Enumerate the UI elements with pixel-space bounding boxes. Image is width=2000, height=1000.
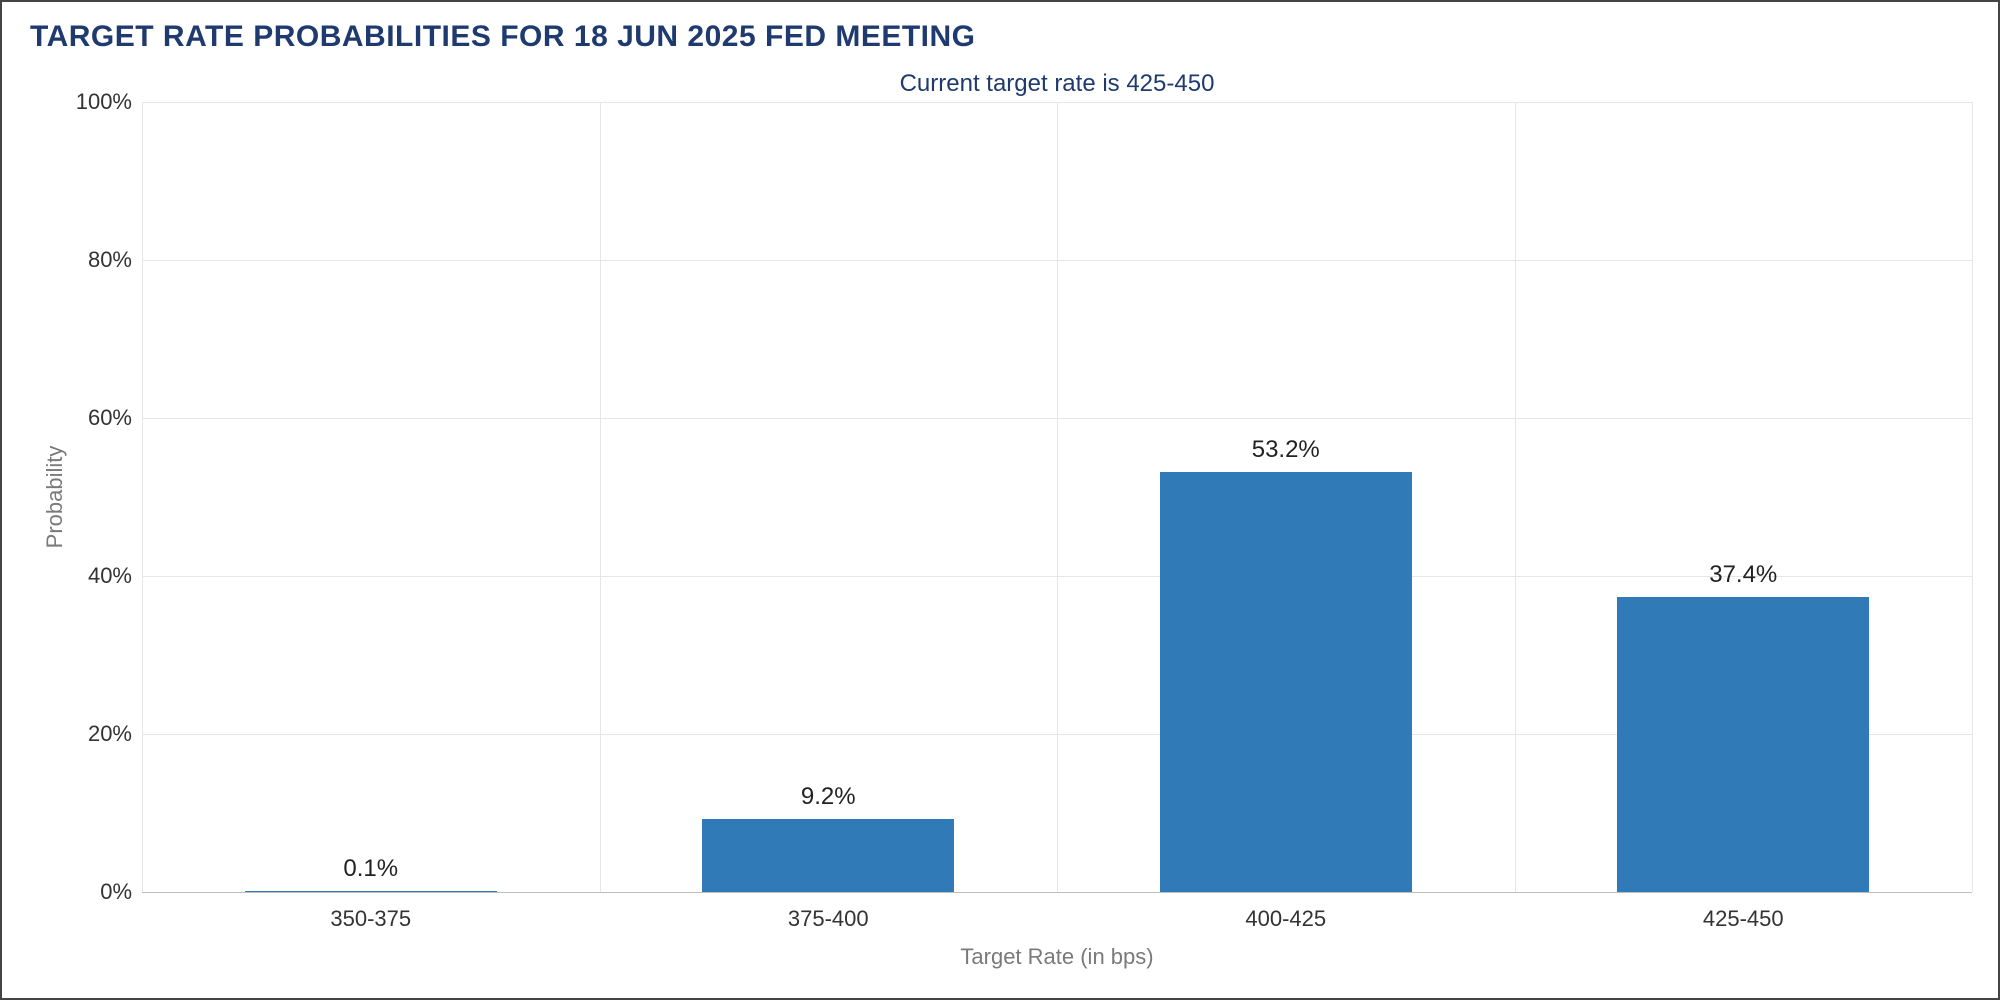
chart-frame: TARGET RATE PROBABILITIES FOR 18 JUN 202… [0,0,2000,1000]
y-tick-label: 20% [42,721,132,747]
gridline-vertical [1972,102,1973,892]
chart-title: TARGET RATE PROBABILITIES FOR 18 JUN 202… [30,20,976,54]
plot-area [142,102,1972,892]
bar [1617,597,1869,892]
gridline-vertical [1515,102,1516,892]
bar-value-label: 0.1% [271,855,471,883]
gridline-vertical [142,102,143,892]
y-tick-label: 100% [42,89,132,115]
bar [1160,472,1412,892]
x-tick-label: 350-375 [221,906,521,932]
y-tick-label: 40% [42,563,132,589]
bar [245,891,497,892]
x-tick-label: 375-400 [678,906,978,932]
x-tick-label: 400-425 [1136,906,1436,932]
x-axis-line [142,892,1972,893]
bar-value-label: 53.2% [1186,436,1386,464]
bar-value-label: 9.2% [728,783,928,811]
chart-subtitle: Current target rate is 425-450 [657,70,1457,98]
gridline-vertical [600,102,601,892]
x-axis-label: Target Rate (in bps) [857,944,1257,970]
y-tick-label: 0% [42,879,132,905]
bar-value-label: 37.4% [1643,561,1843,589]
gridline-vertical [1057,102,1058,892]
x-tick-label: 425-450 [1593,906,1893,932]
bar [702,819,954,892]
y-tick-label: 60% [42,405,132,431]
y-tick-label: 80% [42,247,132,273]
